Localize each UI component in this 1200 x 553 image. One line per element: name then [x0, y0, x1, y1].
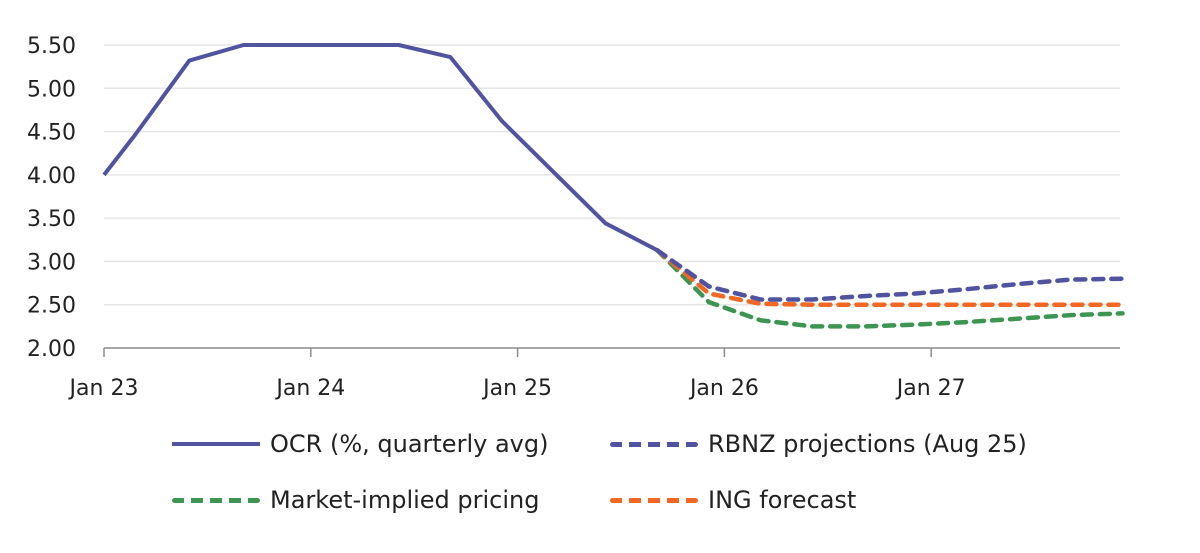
y-tick-label: 2.50 [27, 294, 76, 319]
legend-item-rbnz: RBNZ projections (Aug 25) [610, 430, 1027, 458]
legend-swatch-market [172, 497, 260, 503]
y-tick-label: 3.00 [27, 250, 76, 275]
x-tick-label: Jan 27 [895, 376, 966, 401]
y-tick-label: 4.00 [27, 164, 76, 189]
legend-label-market: Market-implied pricing [270, 486, 540, 514]
legend-swatch-ing [610, 497, 698, 503]
y-tick-label: 3.50 [27, 207, 76, 232]
x-tick-label: Jan 23 [68, 376, 139, 401]
y-tick-label: 5.00 [27, 77, 76, 102]
x-axis: Jan 23 Jan 24 Jan 25 Jan 26 Jan 27 [68, 347, 1120, 401]
gridlines [104, 44, 1120, 306]
series-line-market-implied-pricing [654, 247, 1125, 329]
series-lines [102, 43, 1125, 329]
x-tick-label: Jan 26 [688, 376, 759, 401]
y-tick-label: 5.50 [27, 34, 76, 59]
legend-swatch-rbnz [610, 441, 698, 447]
series-line-ing-forecast [654, 247, 1125, 307]
y-tick-label: 2.00 [27, 337, 76, 362]
legend-label-ing: ING forecast [708, 486, 857, 514]
legend-item-ocr: OCR (%, quarterly avg) [172, 430, 548, 458]
x-tick-label: Jan 25 [481, 376, 552, 401]
legend-label-rbnz: RBNZ projections (Aug 25) [708, 430, 1027, 458]
x-tick-label: Jan 24 [274, 376, 345, 401]
legend-item-market: Market-implied pricing [172, 486, 539, 514]
y-tick-label: 4.50 [27, 121, 76, 146]
series-line-ocr-quarterly-avg [102, 43, 659, 252]
legend-swatch-ocr [172, 442, 260, 446]
series-line-rbnz-projections-aug-25 [654, 247, 1125, 302]
legend-label-ocr: OCR (%, quarterly avg) [270, 430, 549, 458]
y-axis: 5.50 5.00 4.50 4.00 3.50 3.00 2.50 2.00 [27, 34, 76, 362]
legend-item-ing: ING forecast [610, 486, 856, 514]
